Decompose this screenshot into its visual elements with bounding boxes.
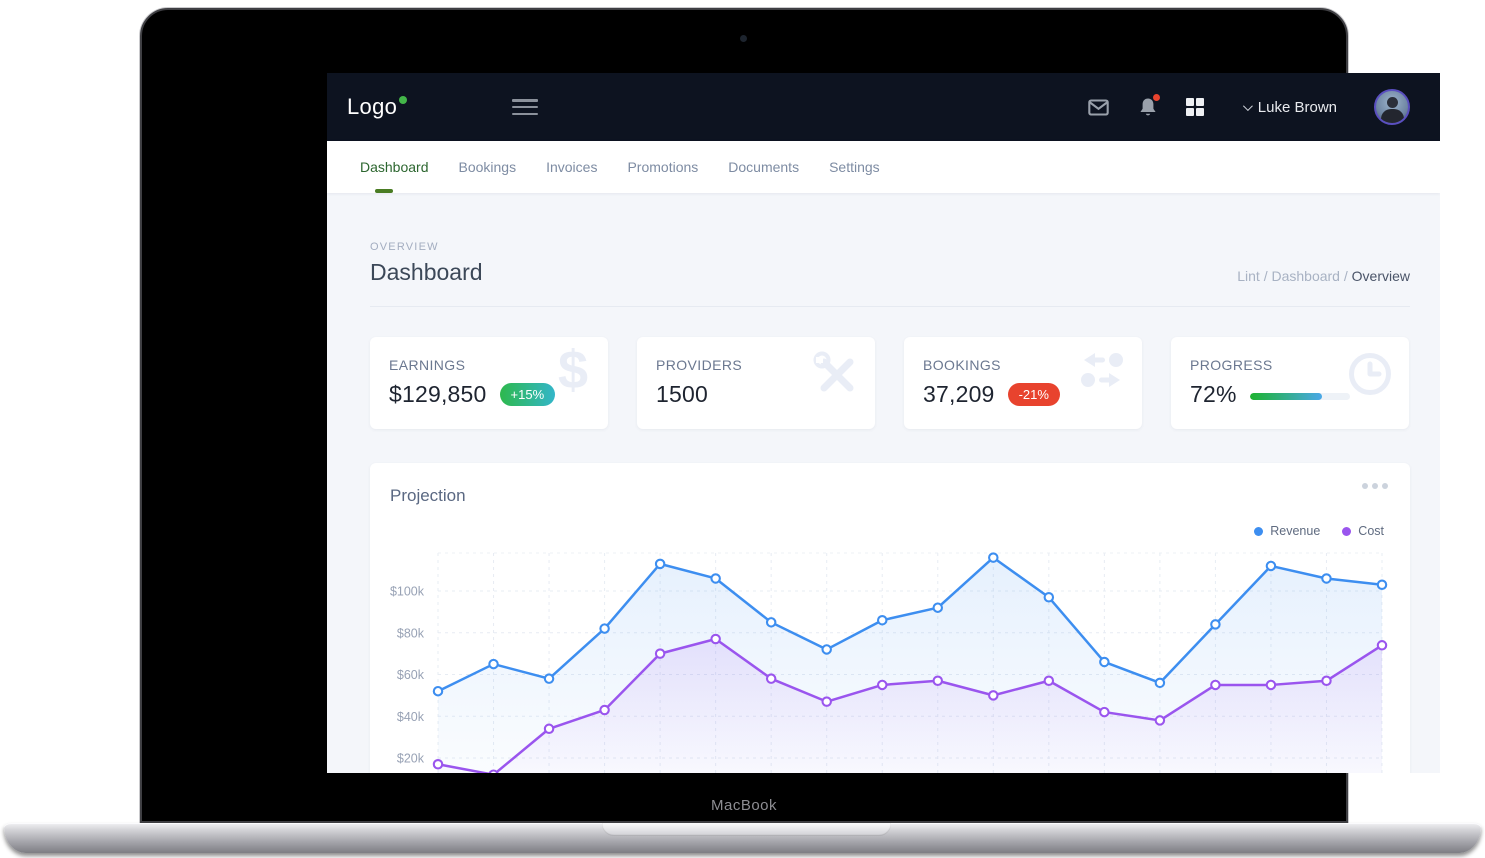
exchange-arrows-icon: [1078, 351, 1126, 394]
content-area: OVERVIEW Dashboard Lint / Dashboard / Ov…: [327, 193, 1440, 773]
macbook-label: MacBook: [710, 797, 778, 814]
stat-value: $129,850: [389, 381, 487, 407]
tab-dashboard[interactable]: Dashboard: [360, 141, 429, 193]
chart-title: Projection: [390, 486, 466, 505]
stat-card-earnings: EARNINGS $129,850 +15% $: [370, 337, 608, 429]
page-header: Dashboard Lint / Dashboard / Overview: [370, 253, 1410, 307]
projection-card: $100k $80k $60k $40k $20k Projection Revenue…: [370, 463, 1410, 773]
macbook-screen: Logo Luke Brown: [140, 8, 1440, 823]
legend-item-cost[interactable]: Cost: [1342, 524, 1384, 538]
stat-value: 72%: [1190, 381, 1237, 407]
stat-card-progress: PROGRESS 72%: [1171, 337, 1409, 429]
apps-grid-icon[interactable]: [1185, 98, 1204, 116]
chevron-down-icon: [1242, 100, 1253, 111]
avatar[interactable]: [1374, 89, 1410, 125]
status-badge: -21%: [1007, 383, 1060, 406]
legend-label: Revenue: [1270, 524, 1321, 538]
stat-value: 1500: [656, 381, 708, 407]
tab-promotions[interactable]: Promotions: [627, 159, 699, 175]
svg-text:$80k: $80k: [397, 626, 425, 640]
page-title: Dashboard: [370, 259, 483, 285]
svg-text:$100k: $100k: [390, 585, 425, 599]
tab-documents[interactable]: Documents: [728, 159, 800, 175]
stat-label: EARNINGS: [389, 357, 466, 373]
tab-settings[interactable]: Settings: [829, 159, 880, 175]
user-menu[interactable]: Luke Brown: [1242, 98, 1337, 116]
chart-legend: Revenue Cost: [1254, 524, 1384, 538]
legend-item-revenue[interactable]: Revenue: [1254, 524, 1320, 538]
section-eyebrow: OVERVIEW: [370, 241, 439, 253]
stat-label: BOOKINGS: [923, 357, 1001, 373]
tab-invoices[interactable]: Invoices: [546, 159, 598, 175]
svg-text:$40k: $40k: [397, 710, 425, 724]
svg-text:$20k: $20k: [397, 752, 425, 766]
navbar-actions: Luke Brown: [1088, 89, 1410, 125]
stat-cards-row: EARNINGS $129,850 +15% $ PROVIDERS 1500: [370, 337, 1410, 429]
projection-line-chart: $100k $80k $60k $40k $20k: [390, 552, 1388, 773]
stat-card-providers: PROVIDERS 1500: [637, 337, 875, 429]
notification-dot: [1152, 94, 1160, 101]
legend-label: Cost: [1358, 524, 1384, 538]
macbook-base-notch: [602, 823, 891, 836]
progress-bar: [1249, 393, 1350, 400]
clock-icon: [1347, 351, 1393, 402]
status-badge: +15%: [499, 383, 556, 406]
tab-bookings[interactable]: Bookings: [458, 159, 517, 175]
logo-dot-icon: [399, 96, 408, 104]
mail-icon[interactable]: [1088, 96, 1110, 118]
camera-dot: [740, 35, 747, 42]
bell-icon[interactable]: [1137, 94, 1160, 118]
logo-text: Logo: [347, 94, 398, 119]
breadcrumb-current: Overview: [1351, 268, 1410, 284]
ellipsis-menu-icon[interactable]: [1362, 483, 1388, 489]
top-navbar: Logo Luke Brown: [327, 73, 1440, 141]
logo[interactable]: Logo: [347, 94, 408, 120]
hamburger-menu-icon[interactable]: [512, 99, 539, 115]
progress-fill: [1249, 393, 1322, 400]
tools-icon: [813, 351, 859, 402]
user-name: Luke Brown: [1257, 98, 1337, 116]
dollar-icon: $: [557, 340, 588, 400]
main-nav-tabs: Dashboard Bookings Invoices Promotions D…: [327, 141, 1440, 193]
stat-value: 37,209: [923, 381, 995, 407]
stat-label: PROVIDERS: [656, 357, 743, 373]
cost-dot-icon: [1342, 526, 1352, 536]
breadcrumb[interactable]: Lint / Dashboard / Overview: [1237, 268, 1410, 286]
breadcrumb-trail[interactable]: Lint / Dashboard /: [1237, 268, 1352, 284]
app-display: Logo Luke Brown: [327, 73, 1440, 773]
macbook-base: [4, 823, 1481, 853]
stat-card-bookings: BOOKINGS 37,209 -21%: [904, 337, 1142, 429]
svg-text:$60k: $60k: [397, 668, 425, 682]
stat-label: PROGRESS: [1190, 357, 1273, 373]
revenue-dot-icon: [1254, 526, 1264, 536]
